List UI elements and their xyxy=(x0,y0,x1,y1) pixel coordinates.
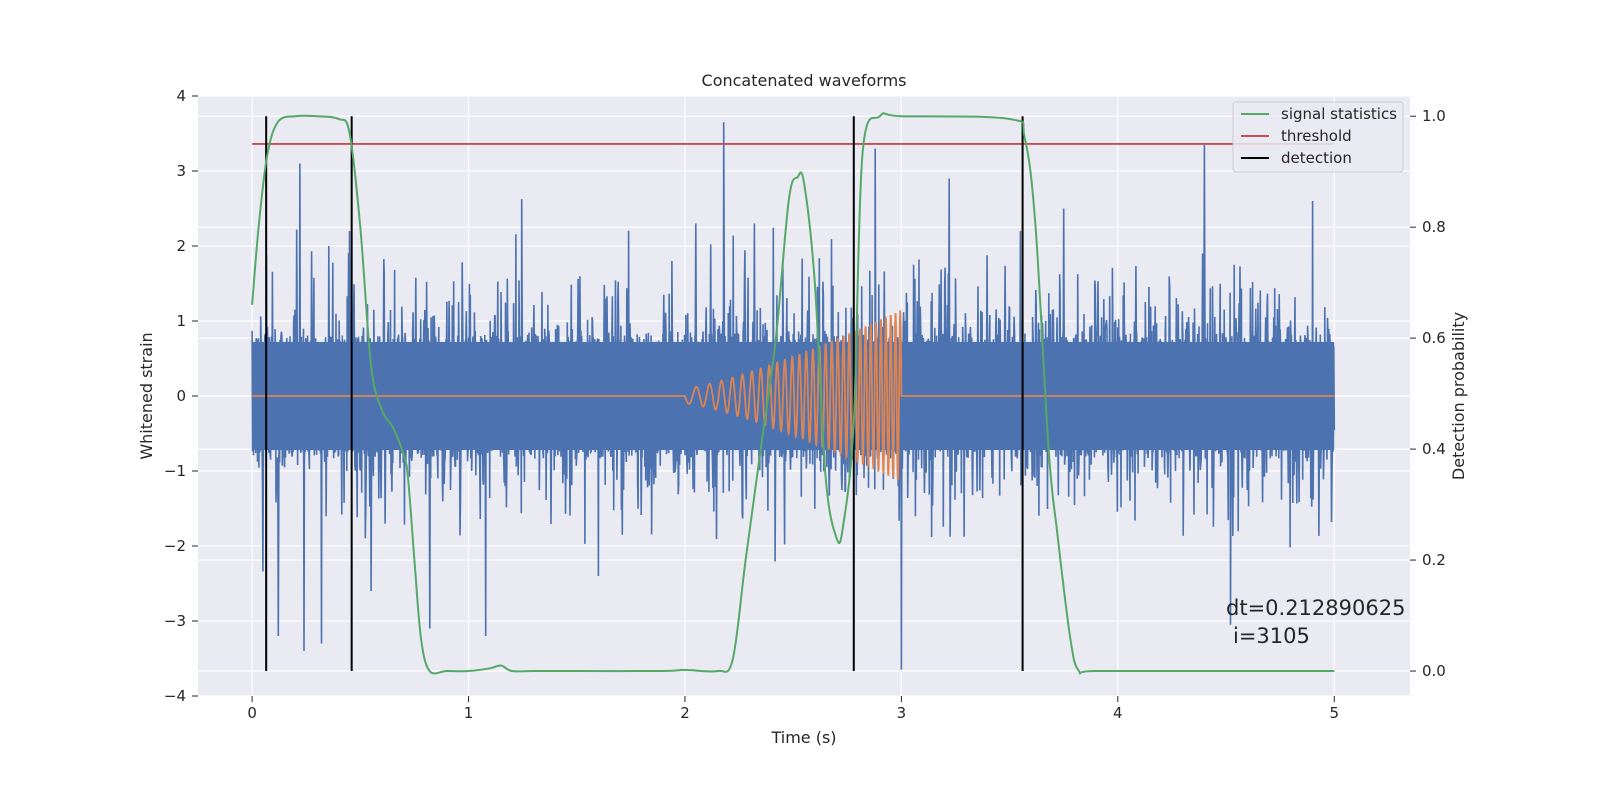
y-right-tick-label-4: 0.2 xyxy=(1422,551,1446,569)
y-tick-label-7: −3 xyxy=(164,612,186,630)
injection-line xyxy=(252,310,1335,481)
y-tick-label-8: −4 xyxy=(164,687,186,705)
y-tick-label-5: −1 xyxy=(164,462,186,480)
x-tick-label-1: 1 xyxy=(464,704,474,722)
x-tick-label-5: 5 xyxy=(1329,704,1339,722)
y-tick-label-3: 1 xyxy=(176,312,186,330)
annotation-index: i=3105 xyxy=(1233,624,1310,648)
x-tick-label-2: 2 xyxy=(680,704,690,722)
y-tick-label-1: 3 xyxy=(176,162,186,180)
y-right-tick-label-5: 0.0 xyxy=(1422,662,1446,680)
chart-title: Concatenated waveforms xyxy=(702,71,907,90)
legend: signal statistics threshold detection xyxy=(1232,101,1404,173)
legend-box xyxy=(1232,101,1404,173)
y-axis-label: Whitened strain xyxy=(137,332,156,459)
legend-label-detection: detection xyxy=(1281,149,1352,167)
y-right-tick-label-1: 0.8 xyxy=(1422,218,1446,236)
x-tick-label-4: 4 xyxy=(1113,704,1123,722)
detection-series xyxy=(265,116,1024,672)
tick-marks: 0 1 2 3 4 5 4 3 2 1 0 −1 −2 −3 −4 1.0 0.8 0.6 0.4 0.2 0.0 xyxy=(164,87,1446,722)
annotation-dt: dt=0.212890625 xyxy=(1226,596,1405,620)
legend-label-threshold: threshold xyxy=(1281,127,1352,145)
x-axis-label: Time (s) xyxy=(770,728,836,747)
statistics-series xyxy=(251,112,1335,675)
x-tick-label-3: 3 xyxy=(897,704,907,722)
y-right-tick-label-0: 1.0 xyxy=(1422,107,1446,125)
plot-area xyxy=(251,112,1336,675)
injection-series xyxy=(252,310,1335,481)
y-tick-label-6: −2 xyxy=(164,537,186,555)
legend-label-signal-statistics: signal statistics xyxy=(1281,105,1397,123)
y-tick-label-4: 0 xyxy=(176,387,186,405)
x-tick-label-0: 0 xyxy=(247,704,257,722)
y-tick-label-2: 2 xyxy=(176,237,186,255)
y-right-axis-label: Detection probability xyxy=(1449,312,1468,480)
y-right-tick-label-2: 0.6 xyxy=(1422,329,1446,347)
y-tick-label-0: 4 xyxy=(176,87,186,105)
statistics-line xyxy=(251,112,1335,675)
y-right-tick-label-3: 0.4 xyxy=(1422,440,1446,458)
